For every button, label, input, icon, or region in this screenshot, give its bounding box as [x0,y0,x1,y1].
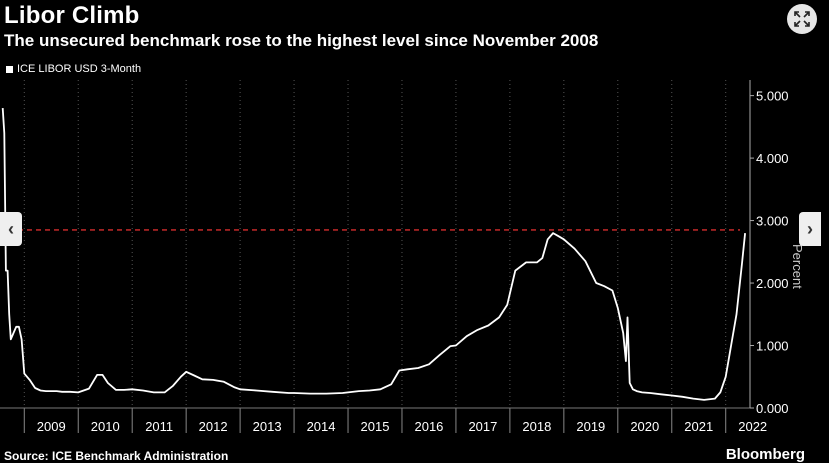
chart-subtitle: The unsecured benchmark rose to the high… [4,31,599,50]
x-tick-label: 2013 [253,419,282,434]
source-note: Source: ICE Benchmark Administration [4,449,229,463]
y-tick-label: 3.000 [756,214,789,229]
chevron-right-icon: › [807,218,813,239]
chart-title: Libor Climb [4,2,140,29]
chevron-left-icon: ‹ [8,218,14,239]
x-tick-label: 2014 [307,419,336,434]
y-tick-label: 0.000 [756,401,789,416]
x-tick-label: 2010 [91,419,120,434]
y-tick-label: 2.000 [756,276,789,291]
x-tick-label: 2019 [576,419,605,434]
y-tick-label: 4.000 [756,151,789,166]
x-tick-label: 2011 [145,419,173,434]
x-tick-label: 2017 [468,419,497,434]
expand-button[interactable] [787,4,817,34]
previous-button[interactable]: ‹ [0,212,22,246]
y-tick-label: 1.000 [756,339,789,354]
x-tick-label: 2016 [414,419,443,434]
y-axis-label: Percent [790,244,805,289]
x-tick-label: 2015 [361,419,390,434]
brand-logo: Bloomberg [725,446,805,463]
series-line [1,108,746,401]
legend: ICE LIBOR USD 3-Month [6,63,141,75]
legend-swatch [6,65,13,73]
next-button[interactable]: › [799,212,821,246]
y-tick-label: 5.000 [756,89,789,104]
x-tick-label: 2022 [738,419,767,434]
x-tick-label: 2012 [199,419,228,434]
x-tick-label: 2009 [37,419,66,434]
x-tick-label: 2018 [522,419,551,434]
expand-icon [794,11,810,27]
x-tick-label: 2021 [684,419,713,434]
x-tick-label: 2020 [630,419,659,434]
legend-label: ICE LIBOR USD 3-Month [17,63,142,75]
